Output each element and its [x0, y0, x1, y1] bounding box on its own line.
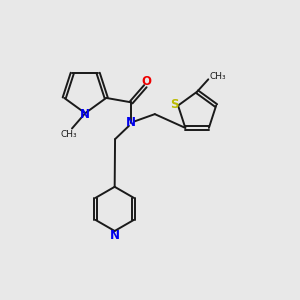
Text: CH₃: CH₃ — [60, 130, 77, 139]
Text: O: O — [142, 75, 152, 88]
Text: S: S — [170, 98, 179, 111]
Text: N: N — [80, 108, 90, 121]
Text: CH₃: CH₃ — [210, 72, 226, 81]
Text: N: N — [110, 229, 120, 242]
Text: N: N — [126, 116, 136, 130]
